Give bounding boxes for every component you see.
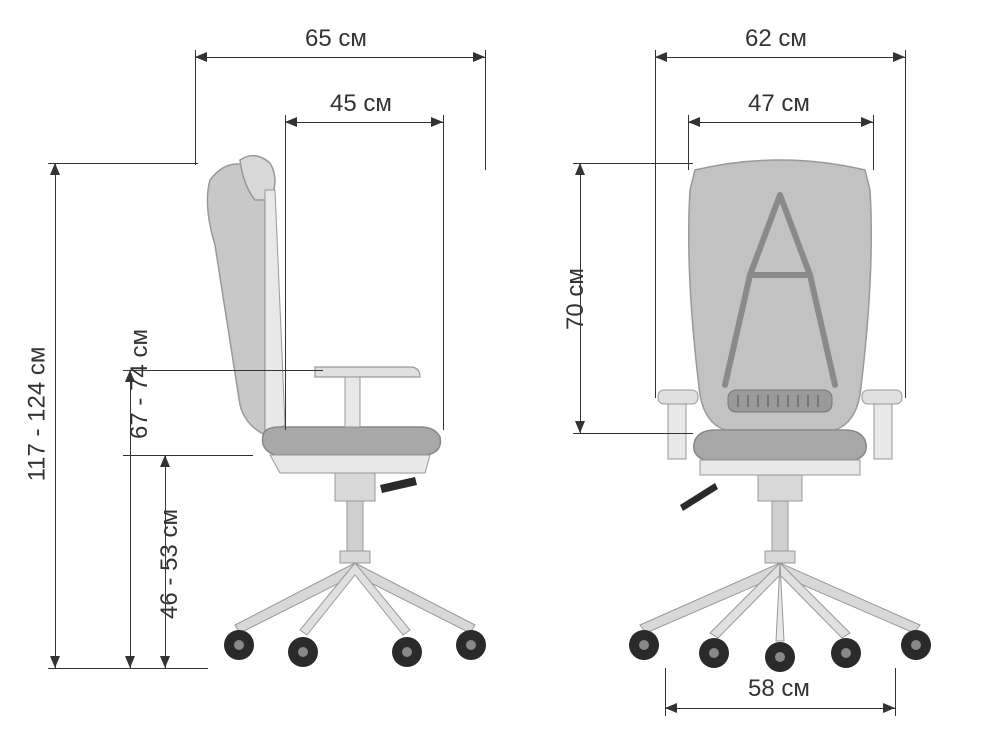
arrow [431,117,443,127]
dim-line-front-width [655,57,905,58]
dim-line-seat-depth [285,122,443,123]
chair-side-view [185,155,495,685]
arrow [893,52,905,62]
label-total-h: 117 - 124 см [23,347,51,482]
ext-line [285,115,286,430]
ext-line [48,163,198,164]
label-front-width: 62 см [745,25,807,53]
arrow [160,656,170,668]
ext-line [895,668,896,716]
arrow [195,52,207,62]
chair-front-view [600,155,960,685]
arrow [50,656,60,668]
ext-line [573,433,693,434]
ext-line [443,115,444,430]
arrow [473,52,485,62]
arrow [285,117,297,127]
arrow [665,703,677,713]
ext-line [873,115,874,170]
dim-line-base-width [665,708,895,709]
ext-line [48,668,208,669]
dim-line-back-width [688,122,873,123]
dim-line-total-h [55,163,56,668]
label-arm-h: 67 - 74 см [126,329,154,439]
arrow [688,117,700,127]
arrow [883,703,895,713]
label-back-h: 70 см [562,268,590,330]
arrow [861,117,873,127]
ext-line [123,455,253,456]
ext-line [905,50,906,398]
ext-line [485,50,486,170]
arrow [50,163,60,175]
label-back-width: 47 см [748,90,810,118]
arrow [575,421,585,433]
ext-line [655,50,656,398]
ext-line [195,50,196,165]
label-side-depth: 65 см [305,25,367,53]
diagram-container: 65 см 45 см 117 - 124 см 67 - 74 см 46 -… [0,0,1000,750]
arrow [575,163,585,175]
label-base-width: 58 см [748,675,810,703]
arrow [125,656,135,668]
ext-line [573,163,693,164]
label-seat-h: 46 - 53 см [156,509,184,619]
ext-line [665,668,666,716]
ext-line [688,115,689,170]
arrow [655,52,667,62]
arrow [160,455,170,467]
dim-line-side-depth [195,57,485,58]
label-seat-depth: 45 см [330,90,392,118]
